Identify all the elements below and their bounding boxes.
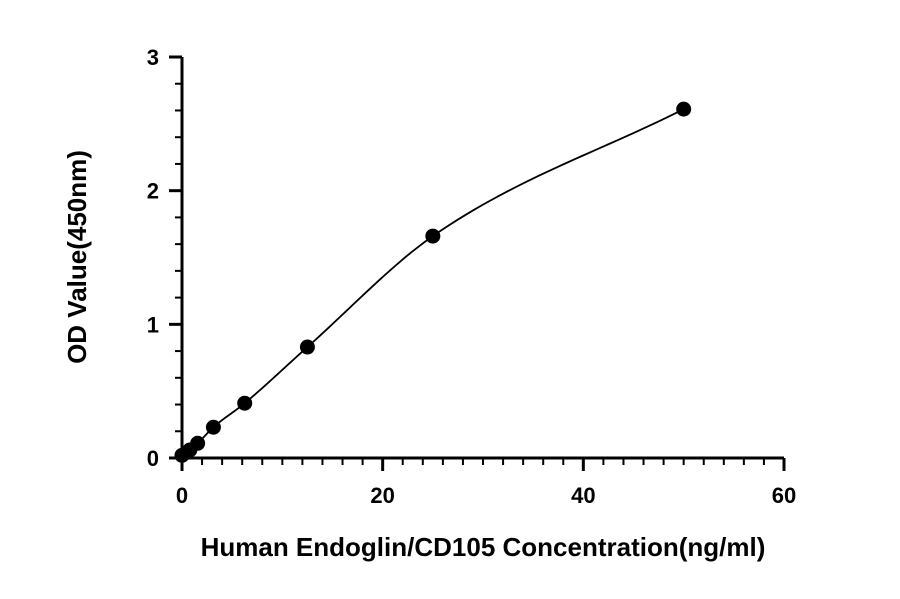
data-points-layer <box>174 101 692 463</box>
y-axis-title: OD Value(450nm) <box>62 150 92 364</box>
data-point <box>425 228 441 244</box>
fit-curve-layer <box>181 108 685 457</box>
data-point <box>237 395 253 411</box>
x-tick-label: 20 <box>370 483 394 508</box>
y-tick-label: 3 <box>147 45 159 70</box>
axes: 0 20 40 60 0 1 2 3 <box>147 45 796 508</box>
x-tick-label: 40 <box>571 483 595 508</box>
data-point <box>190 435 206 451</box>
data-point <box>676 101 692 117</box>
y-tick-label: 2 <box>147 179 159 204</box>
x-axis-title: Human Endoglin/CD105 Concentration(ng/ml… <box>201 532 766 562</box>
y-tick-label: 1 <box>147 312 159 337</box>
x-tick-label: 60 <box>772 483 796 508</box>
y-tick-label: 0 <box>147 446 159 471</box>
fit-curve <box>181 108 685 457</box>
data-point <box>205 419 221 435</box>
data-point <box>299 339 315 355</box>
x-tick-label: 0 <box>176 483 188 508</box>
